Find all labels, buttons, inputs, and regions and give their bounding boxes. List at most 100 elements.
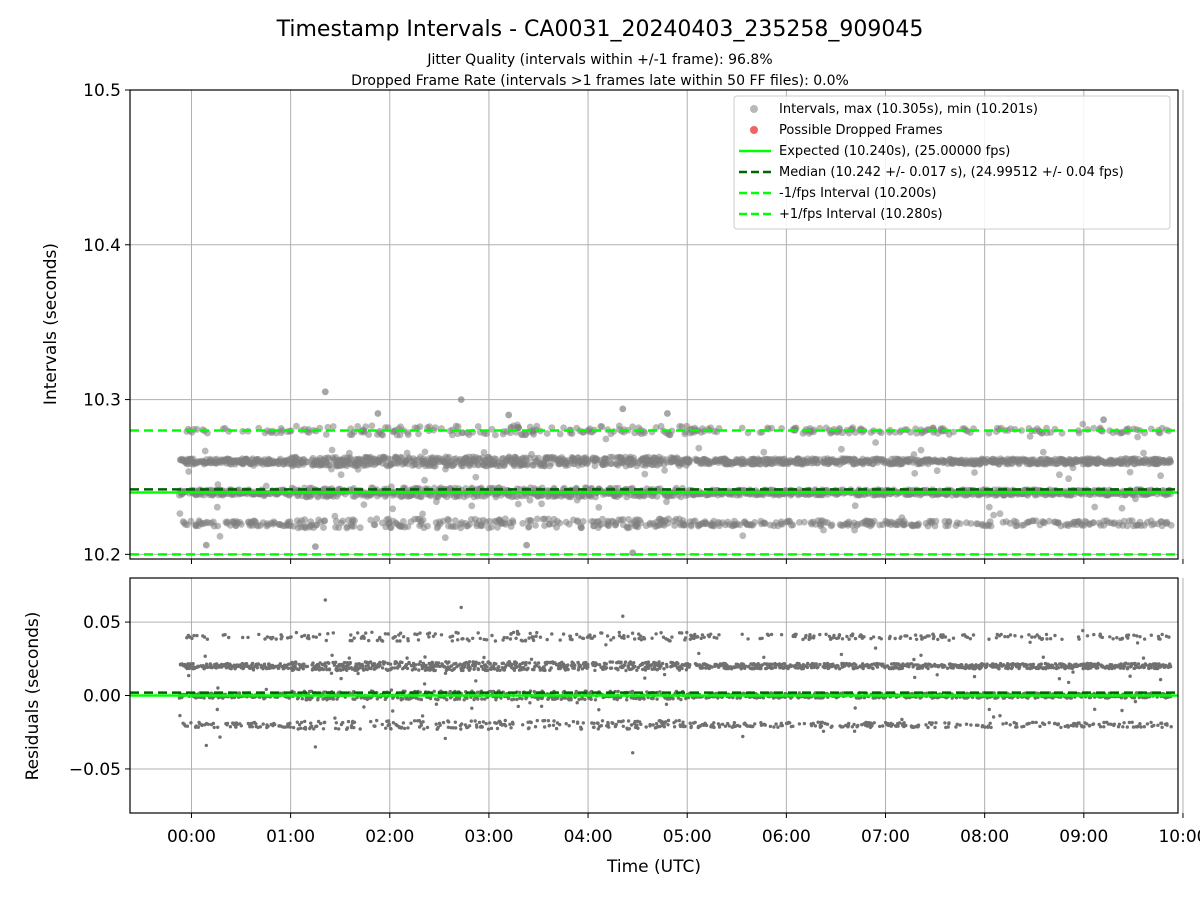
residual-point xyxy=(512,668,517,672)
residual-point xyxy=(552,719,556,723)
residual-point xyxy=(422,727,426,731)
interval-point xyxy=(665,515,672,523)
interval-point xyxy=(329,423,337,430)
interval-point xyxy=(678,423,686,430)
interval-point xyxy=(418,493,425,501)
residual-point xyxy=(441,720,446,725)
residual-point xyxy=(521,723,525,727)
interval-point xyxy=(541,462,549,470)
residual-point xyxy=(476,631,480,635)
interval-point xyxy=(996,510,1004,518)
residual-point xyxy=(504,724,508,728)
residual-point xyxy=(200,723,204,728)
residual-point xyxy=(457,697,462,701)
interval-point xyxy=(1090,519,1097,526)
residual-point xyxy=(527,636,531,640)
interval-point xyxy=(917,446,925,454)
residual-point xyxy=(477,661,481,666)
residual-point xyxy=(264,687,268,692)
residual-point xyxy=(511,630,516,635)
residual-point xyxy=(514,636,518,640)
residual-point xyxy=(443,671,448,675)
interval-point xyxy=(1075,429,1083,437)
residual-point xyxy=(418,690,422,694)
interval-point xyxy=(789,521,797,529)
residual-point xyxy=(299,720,304,725)
residual-point xyxy=(563,696,567,700)
residual-point xyxy=(485,665,489,669)
intervals-panel: 10.210.310.410.5 Intervals (seconds) Int… xyxy=(41,81,1184,565)
interval-point xyxy=(1056,471,1063,479)
residual-point xyxy=(387,723,392,727)
interval-point xyxy=(472,473,480,481)
interval-point xyxy=(533,422,541,430)
residual-point xyxy=(318,721,323,726)
residual-point xyxy=(508,637,513,641)
interval-point xyxy=(324,423,332,431)
residual-point xyxy=(480,697,484,701)
interval-point xyxy=(1140,449,1147,457)
interval-point xyxy=(971,469,978,476)
residual-point xyxy=(490,633,494,638)
chart-title: Timestamp Intervals - CA0031_20240403_23… xyxy=(276,17,924,42)
interval-point xyxy=(237,521,245,528)
interval-point xyxy=(337,471,345,479)
residual-point xyxy=(393,666,397,670)
residual-point xyxy=(400,660,404,665)
interval-point xyxy=(419,516,427,524)
interval-point xyxy=(421,476,428,484)
residual-point xyxy=(534,634,538,638)
residual-point xyxy=(550,632,554,636)
residual-point xyxy=(202,635,207,639)
residual-point xyxy=(543,668,547,673)
legend-dropped-marker xyxy=(750,126,758,134)
interval-point xyxy=(533,515,541,523)
interval-point xyxy=(301,516,309,524)
interval-point xyxy=(354,465,362,473)
interval-point xyxy=(796,519,803,526)
residual-point xyxy=(433,668,437,673)
interval-point xyxy=(1065,475,1072,483)
interval-point xyxy=(368,422,376,430)
interval-point xyxy=(351,517,358,525)
residual-point xyxy=(345,726,350,730)
interval-point xyxy=(1134,433,1141,441)
residual-point xyxy=(337,727,341,731)
residual-point xyxy=(342,660,347,665)
residual-point xyxy=(301,667,305,671)
residual-point xyxy=(206,722,210,726)
residual-point xyxy=(409,721,413,725)
interval-point xyxy=(710,522,718,530)
interval-point xyxy=(1126,468,1134,476)
residual-point xyxy=(520,639,525,643)
interval-point xyxy=(360,501,368,508)
residual-point xyxy=(456,631,460,635)
interval-point xyxy=(1013,522,1021,529)
legend-intervals-label: Intervals, max (10.305s), min (10.201s) xyxy=(779,102,1038,117)
interval-point xyxy=(501,515,509,523)
residual-point xyxy=(418,631,422,635)
residual-point xyxy=(347,656,351,660)
residual-point xyxy=(258,725,263,729)
residual-point xyxy=(459,727,463,731)
residual-point xyxy=(486,727,491,731)
residual-point xyxy=(323,720,327,724)
residual-point xyxy=(278,662,282,666)
residual-point xyxy=(412,719,417,723)
residual-point xyxy=(324,638,328,643)
residual-point xyxy=(535,718,539,723)
residual-point xyxy=(567,724,571,728)
interval-point xyxy=(872,439,879,446)
residual-point xyxy=(434,722,438,726)
residual-point xyxy=(271,635,275,640)
interval-point xyxy=(1157,472,1164,480)
legend-dropped-label: Possible Dropped Frames xyxy=(779,123,943,138)
interval-point xyxy=(214,481,222,488)
residual-point xyxy=(566,667,570,672)
interval-outlier-point xyxy=(505,411,513,419)
residual-point xyxy=(352,720,357,724)
residual-point xyxy=(302,633,307,638)
interval-point xyxy=(768,424,775,432)
interval-point xyxy=(1091,503,1099,511)
residual-point xyxy=(509,726,513,730)
